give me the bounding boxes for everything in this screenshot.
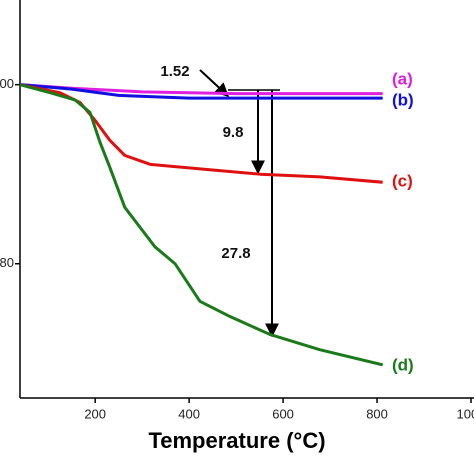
line bbox=[19, 83, 383, 100]
series-label: (a) bbox=[392, 69, 413, 88]
y-tick-label: 100 bbox=[0, 76, 14, 91]
x-axis-title: Temperature (°C) bbox=[148, 428, 325, 453]
annotation: 9.8 bbox=[223, 124, 244, 141]
x-tick-label: 800 bbox=[366, 406, 388, 421]
x-tick-label: 400 bbox=[178, 406, 200, 421]
series-label: (c) bbox=[392, 171, 413, 190]
series-label: (d) bbox=[392, 355, 414, 374]
series-label: (b) bbox=[392, 90, 414, 109]
x-tick-label: 1000 bbox=[457, 406, 474, 421]
y-tick-label: 80 bbox=[0, 255, 14, 270]
line bbox=[19, 83, 384, 367]
x-tick-label: 600 bbox=[272, 406, 294, 421]
arrow bbox=[199, 69, 230, 97]
annotation: 27.8 bbox=[221, 245, 250, 262]
x-tick-label: 200 bbox=[84, 406, 106, 421]
annotation: 1.52 bbox=[160, 63, 189, 80]
